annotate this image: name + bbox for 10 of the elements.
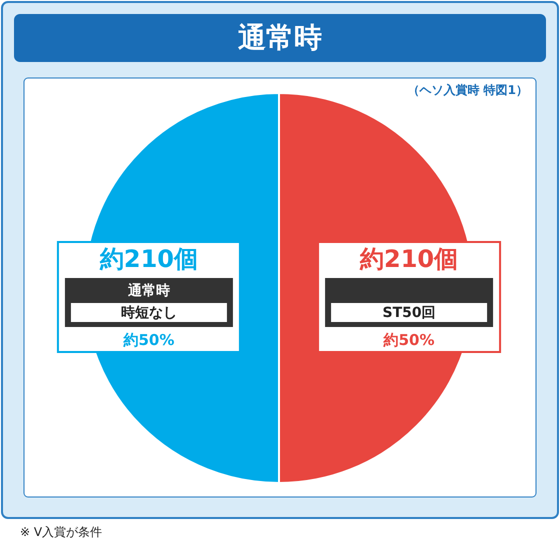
data-label: 約50% xyxy=(382,331,435,349)
slice-label: ST50回 xyxy=(382,305,436,321)
text: ※ V入賞が条件 xyxy=(20,525,102,539)
chart-title: 通常時 xyxy=(238,21,322,54)
slice-label: 時短なし xyxy=(120,305,177,321)
text: 約210個 xyxy=(360,245,458,273)
text: 約210個 xyxy=(100,245,198,273)
text: 通常時 xyxy=(126,282,170,299)
chart-subtitle: （ヘソ入賞時 特図1） xyxy=(407,83,528,97)
data-label: 約50% xyxy=(122,331,174,349)
